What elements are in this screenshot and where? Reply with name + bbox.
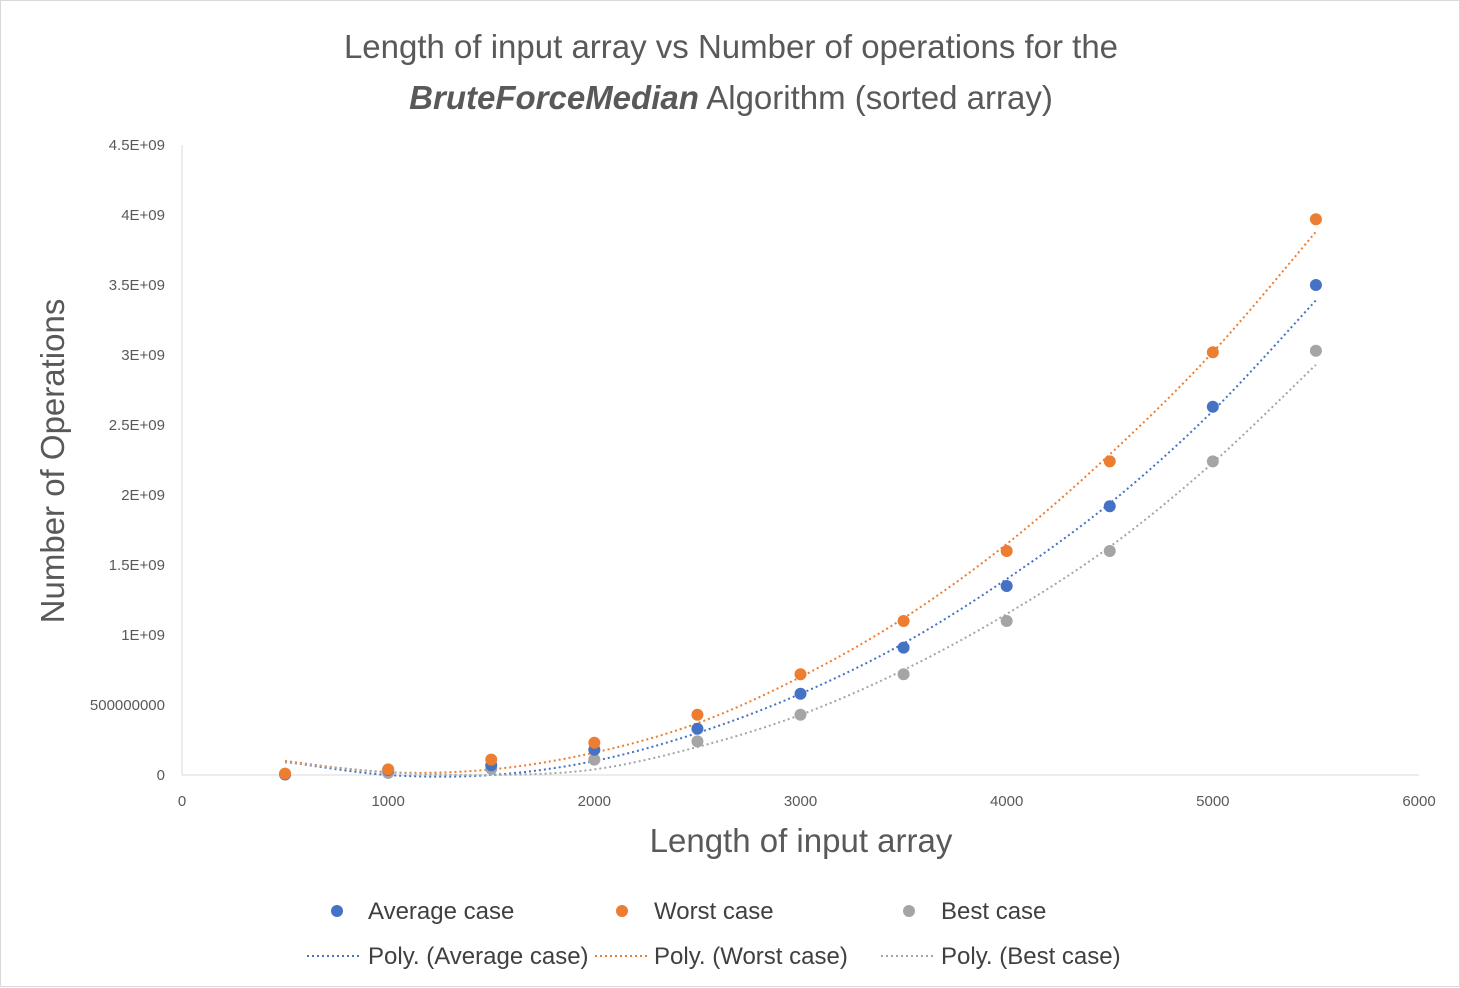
data-point-worst <box>588 736 601 749</box>
y-tick-label: 4.5E+09 <box>109 137 165 154</box>
y-tick-label: 4E+09 <box>121 207 165 224</box>
x-tick-label: 1000 <box>371 793 404 810</box>
data-point-worst <box>1309 213 1322 226</box>
data-point-best <box>1206 455 1219 468</box>
data-point-average <box>897 641 910 654</box>
data-point-best <box>588 753 601 766</box>
trendline-average <box>284 299 1317 778</box>
y-tick-label: 0 <box>157 767 165 784</box>
data-point-average <box>1309 279 1322 291</box>
data-point-worst <box>279 767 292 780</box>
data-points <box>279 213 1322 781</box>
legend-label-poly-worst: Poly. (Worst case) <box>654 943 848 970</box>
x-axis-title: Length of input array <box>650 822 953 859</box>
data-point-worst <box>382 763 395 776</box>
data-point-best <box>1000 615 1013 627</box>
x-tick-label: 6000 <box>1402 793 1435 810</box>
legend-label-poly-best: Poly. (Best case) <box>941 943 1121 970</box>
x-tick-label: 0 <box>178 793 186 810</box>
chart-title-emphasis: BruteForceMedian <box>409 79 699 116</box>
chart-title-rest: Algorithm (sorted array) <box>699 79 1053 116</box>
y-tick-label: 1.5E+09 <box>109 557 165 574</box>
data-point-worst <box>1206 346 1219 359</box>
trendlines <box>284 231 1317 778</box>
x-tick-label: 3000 <box>784 793 817 810</box>
data-point-worst <box>897 615 910 627</box>
data-point-best <box>1103 545 1116 557</box>
data-point-worst <box>1103 455 1116 468</box>
x-tick-label: 4000 <box>990 793 1023 810</box>
data-point-worst <box>691 708 704 721</box>
y-tick-label: 3E+09 <box>121 347 165 364</box>
chart-title-line-1: Length of input array vs Number of opera… <box>344 28 1118 65</box>
legend-label-worst: Worst case <box>654 898 774 925</box>
legend-label-best: Best case <box>941 898 1046 925</box>
legend-marker-worst <box>616 905 628 917</box>
data-point-average <box>691 722 704 735</box>
legend: Average case Worst case Best case Poly. … <box>307 898 1121 970</box>
legend-label-average: Average case <box>368 898 514 925</box>
trendline-best <box>285 364 1317 777</box>
legend-marker-best <box>903 905 915 917</box>
data-point-best <box>897 668 910 681</box>
data-point-worst <box>485 753 498 766</box>
y-tick-labels: 0 500000000 1E+09 1.5E+09 2E+09 2.5E+09 3E+09 3… <box>90 137 165 784</box>
y-axis-title: Number of Operations <box>34 299 71 624</box>
y-tick-label: 2E+09 <box>121 487 165 504</box>
data-point-average <box>794 687 807 700</box>
y-tick-label: 500000000 <box>90 697 165 714</box>
x-tick-label: 2000 <box>578 793 611 810</box>
legend-label-poly-average: Poly. (Average case) <box>368 943 589 970</box>
data-point-best <box>691 735 704 748</box>
data-point-best <box>794 708 807 721</box>
chart-title-line-2: BruteForceMedian Algorithm (sorted array… <box>409 79 1053 116</box>
y-tick-label: 1E+09 <box>121 627 165 644</box>
legend-marker-average <box>331 905 343 917</box>
data-point-best <box>1309 344 1322 357</box>
data-point-average <box>1206 400 1219 413</box>
data-point-worst <box>1000 545 1013 557</box>
data-point-average <box>1103 500 1116 513</box>
y-tick-label: 2.5E+09 <box>109 417 165 434</box>
data-point-average <box>1000 580 1013 592</box>
data-point-worst <box>794 668 807 681</box>
x-tick-label: 5000 <box>1196 793 1229 810</box>
y-tick-label: 3.5E+09 <box>109 277 165 294</box>
x-tick-labels: 0 1000 2000 3000 4000 5000 6000 <box>178 793 1436 810</box>
